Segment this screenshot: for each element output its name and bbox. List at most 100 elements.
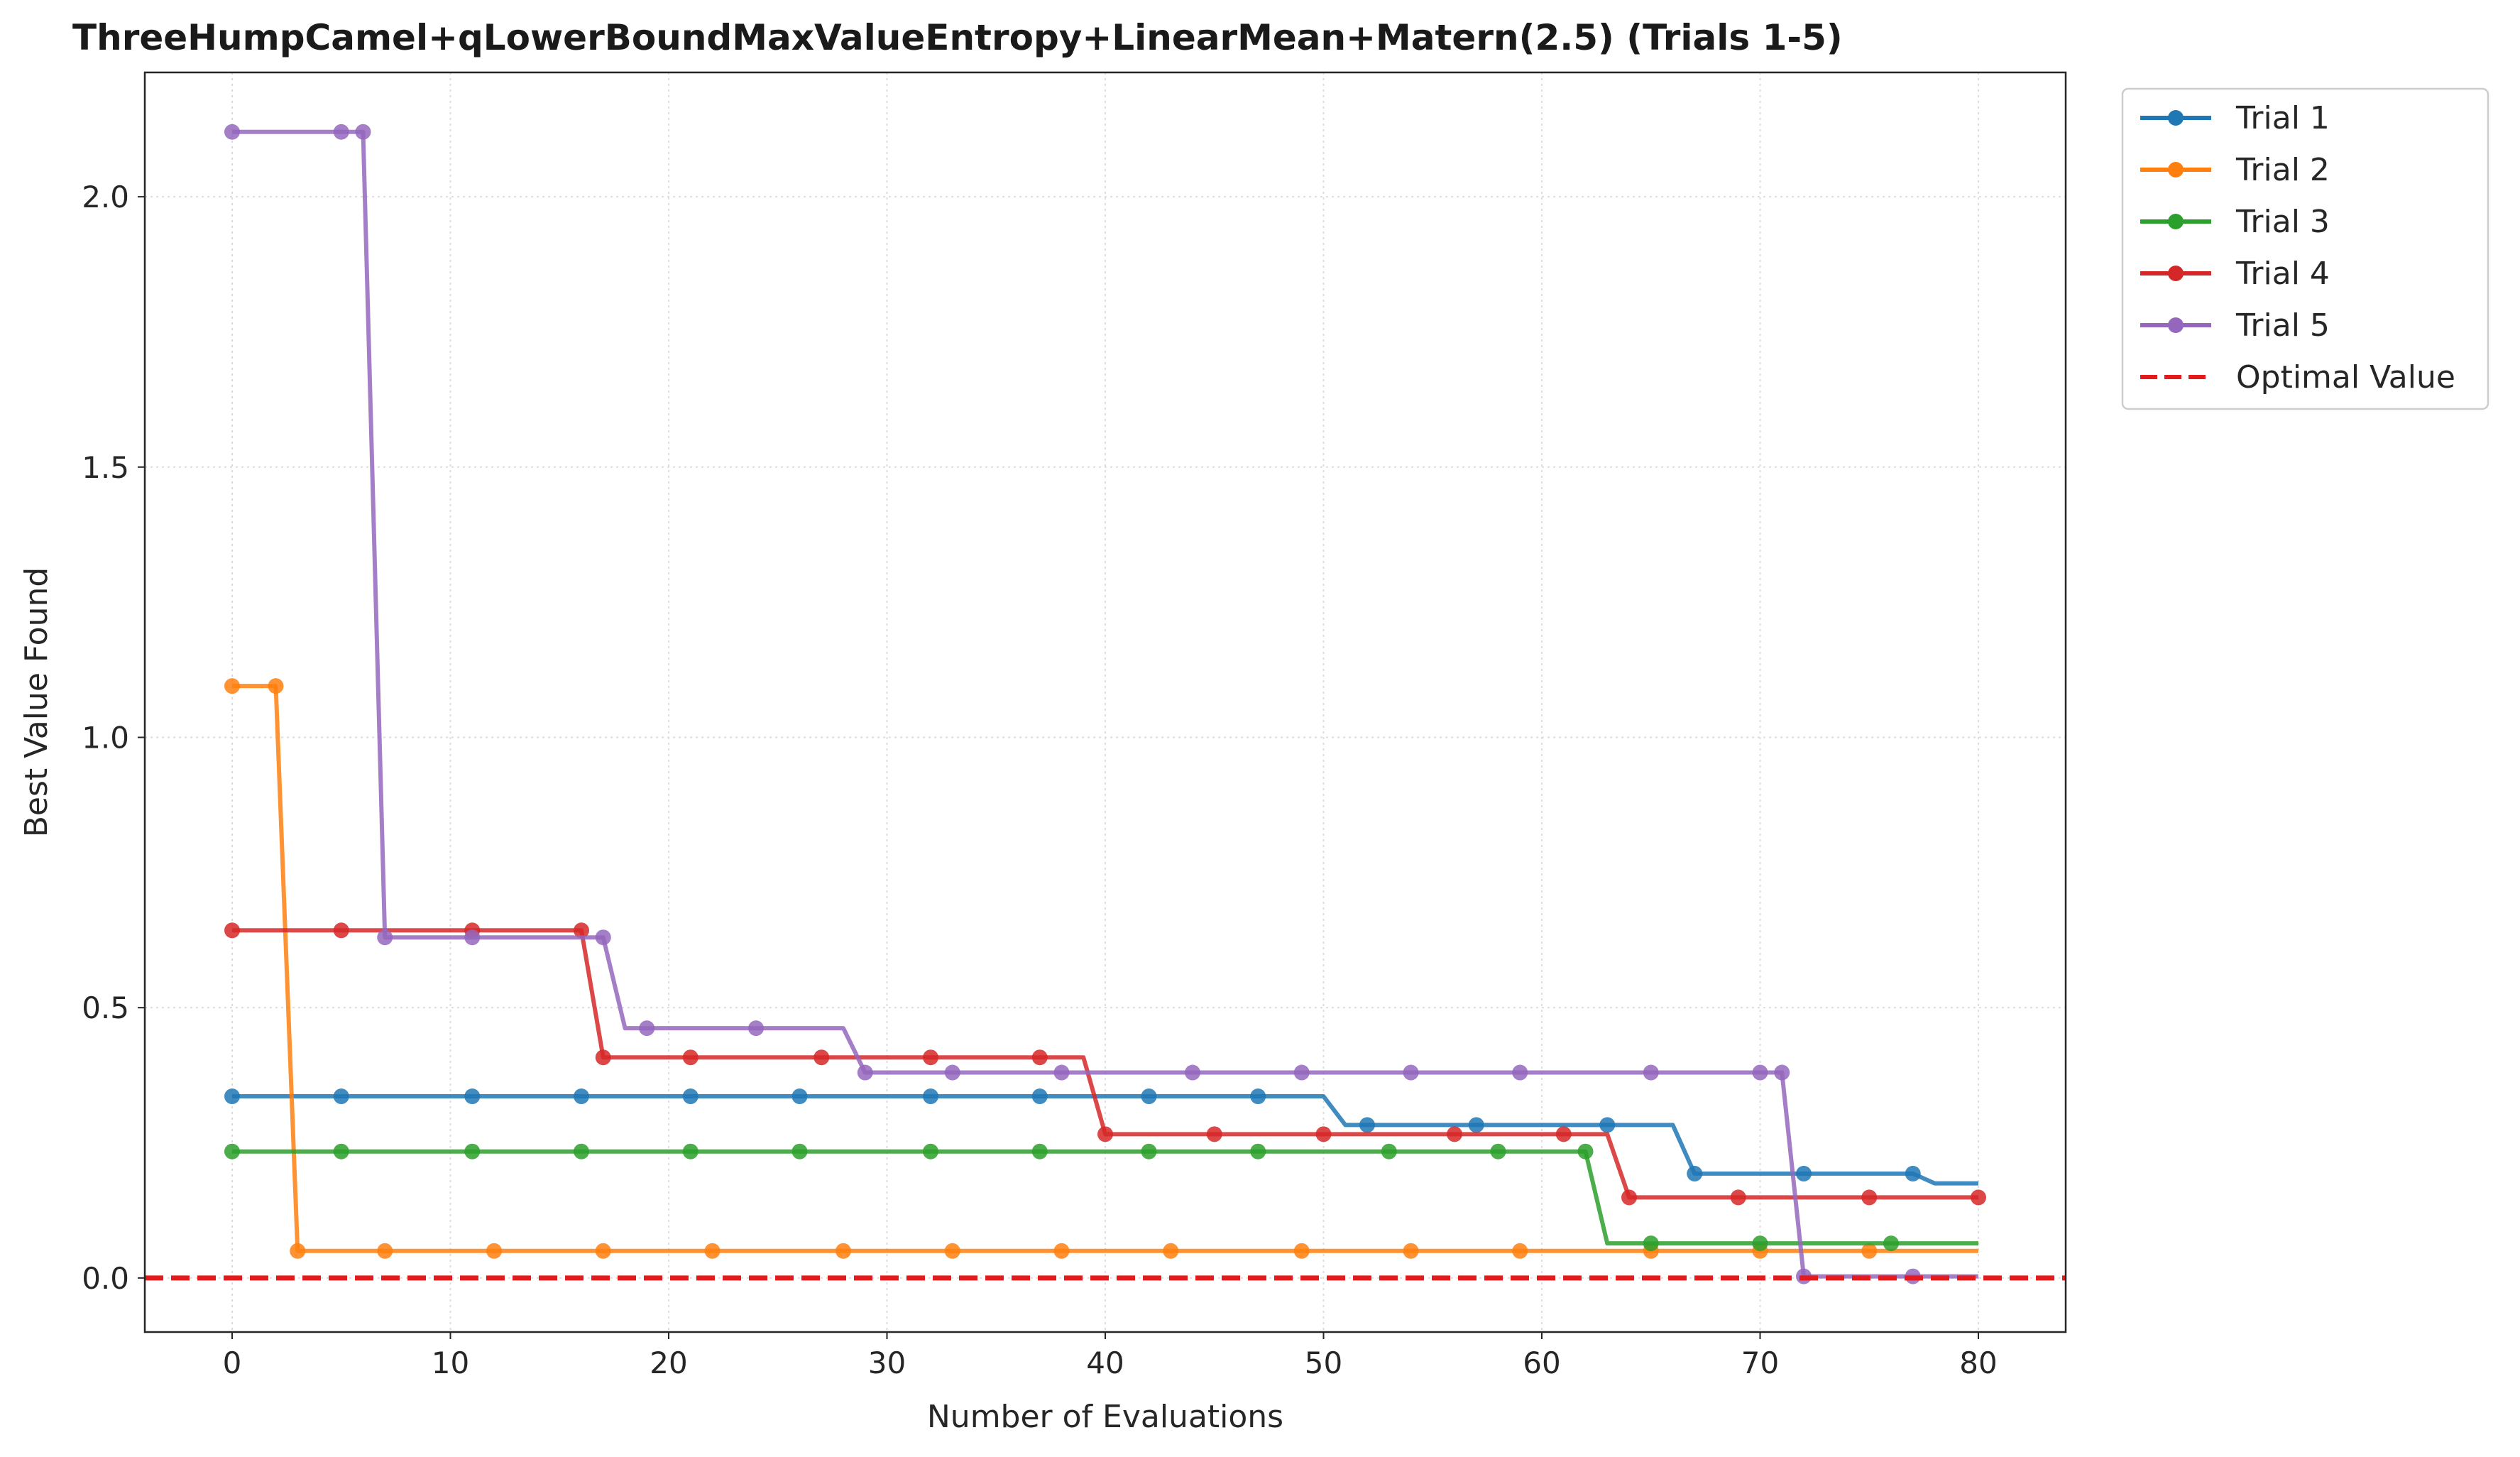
data-point [574, 1143, 589, 1159]
data-point [333, 922, 349, 939]
data-point [1796, 1165, 1812, 1182]
data-point [595, 1049, 611, 1066]
data-point [1031, 1049, 1048, 1066]
legend: Trial 1 Trial 2 Trial 3 Trial 4 Trial 5 Optim… [2121, 87, 2489, 410]
data-point [639, 1020, 655, 1037]
data-point [1643, 1235, 1659, 1252]
legend-item: Trial 2 [2140, 152, 2330, 188]
series-trial-4 [224, 922, 1986, 1206]
data-point [857, 1064, 873, 1081]
data-point [1599, 1117, 1616, 1133]
data-point [1403, 1064, 1419, 1081]
legend-label: Trial 4 [2235, 256, 2330, 292]
data-point [1752, 1235, 1768, 1252]
legend-item: Trial 1 [2140, 100, 2330, 136]
y-axis: 0.0 0.5 1.0 1.5 2.0 [82, 180, 145, 1296]
legend-item: Trial 3 [2140, 204, 2330, 240]
data-point [1185, 1064, 1200, 1081]
legend-label: Trial 3 [2235, 204, 2330, 240]
x-tick-label: 80 [1959, 1346, 1997, 1380]
y-tick-label: 1.0 [82, 720, 129, 755]
y-tick-label: 0.0 [82, 1261, 129, 1296]
data-point [377, 1243, 393, 1259]
data-point [333, 124, 349, 140]
series-trial-5 [224, 124, 1978, 1284]
y-tick-label: 2.0 [82, 180, 129, 214]
data-point [1447, 1126, 1462, 1142]
x-tick-label: 0 [223, 1346, 242, 1380]
legend-marker [2168, 214, 2184, 229]
data-point [464, 1088, 481, 1105]
data-point [1293, 1064, 1310, 1081]
data-point [1053, 1064, 1070, 1081]
y-tick-label: 1.5 [82, 450, 129, 485]
data-point [1555, 1126, 1572, 1142]
data-point [1163, 1243, 1179, 1259]
data-point [748, 1020, 764, 1037]
data-point [1293, 1243, 1310, 1259]
data-point [791, 1088, 808, 1105]
data-point [464, 1143, 481, 1159]
data-point [1315, 1126, 1332, 1142]
data-point [1359, 1117, 1375, 1133]
legend-marker [2168, 162, 2184, 178]
data-point [1861, 1189, 1878, 1206]
data-point [224, 1088, 240, 1105]
legend-marker [2168, 266, 2184, 281]
data-point [836, 1243, 851, 1259]
data-point [944, 1243, 960, 1259]
x-axis-label: Number of Evaluations [927, 1399, 1283, 1435]
data-point [1141, 1143, 1157, 1159]
data-point [224, 922, 240, 939]
x-tick-label: 60 [1523, 1346, 1560, 1380]
data-point [377, 929, 393, 946]
series-line [232, 1149, 1978, 1246]
series-line [232, 129, 1978, 1279]
data-point [1468, 1117, 1484, 1133]
data-point [224, 1143, 240, 1159]
data-point [486, 1243, 502, 1259]
data-point [1512, 1064, 1528, 1081]
x-tick-label: 70 [1741, 1346, 1779, 1380]
chart-title: ThreeHumpCamel+qLowerBoundMaxValueEntrop… [72, 17, 1843, 58]
data-point [1774, 1064, 1790, 1081]
data-point [813, 1049, 830, 1066]
data-point [268, 678, 284, 694]
series-line [232, 684, 1978, 1253]
data-point [224, 124, 240, 140]
data-point [1250, 1088, 1266, 1105]
data-point [704, 1243, 721, 1259]
data-point [355, 124, 371, 140]
grid [145, 72, 2066, 1332]
data-point [923, 1143, 938, 1159]
data-point [1577, 1143, 1594, 1159]
data-point [923, 1088, 938, 1105]
series-trial-2 [224, 678, 1978, 1259]
data-point [574, 922, 589, 939]
legend-item: Optimal Value [2140, 359, 2455, 395]
data-point [923, 1049, 938, 1066]
data-point [682, 1143, 699, 1159]
legend-label: Trial 5 [2235, 307, 2330, 344]
data-point [1883, 1235, 1899, 1252]
data-point [1621, 1189, 1637, 1206]
data-point [1053, 1243, 1070, 1259]
x-tick-label: 20 [650, 1346, 687, 1380]
legend-item: Trial 4 [2140, 256, 2330, 292]
y-axis-label: Best Value Found [18, 567, 55, 838]
data-point [290, 1243, 306, 1259]
data-point [1730, 1189, 1746, 1206]
data-point [1141, 1088, 1157, 1105]
data-point [574, 1088, 589, 1105]
series-line [232, 928, 1978, 1200]
legend-label: Trial 1 [2235, 100, 2330, 136]
plot-area [145, 124, 2066, 1284]
data-point [1403, 1243, 1419, 1259]
data-point [1097, 1126, 1113, 1142]
data-point [224, 678, 240, 694]
legend-label: Optimal Value [2236, 359, 2455, 395]
data-point [1861, 1243, 1878, 1259]
data-point [944, 1064, 960, 1081]
data-point [333, 1143, 349, 1159]
